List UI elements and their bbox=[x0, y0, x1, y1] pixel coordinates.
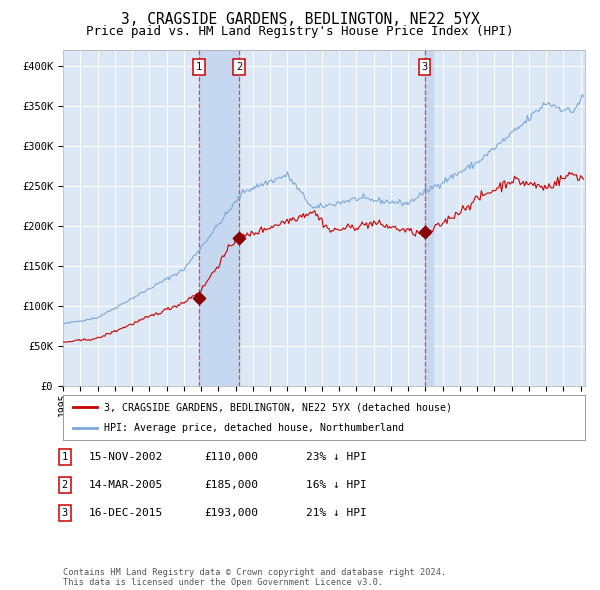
Text: Price paid vs. HM Land Registry's House Price Index (HPI): Price paid vs. HM Land Registry's House … bbox=[86, 25, 514, 38]
Text: 15-NOV-2002: 15-NOV-2002 bbox=[89, 453, 163, 462]
Text: Contains HM Land Registry data © Crown copyright and database right 2024.
This d: Contains HM Land Registry data © Crown c… bbox=[63, 568, 446, 587]
Bar bbox=[425, 50, 433, 386]
Text: 1: 1 bbox=[62, 453, 68, 462]
Text: 16% ↓ HPI: 16% ↓ HPI bbox=[306, 480, 367, 490]
Text: 3, CRAGSIDE GARDENS, BEDLINGTON, NE22 5YX (detached house): 3, CRAGSIDE GARDENS, BEDLINGTON, NE22 5Y… bbox=[104, 402, 452, 412]
Point bbox=[194, 294, 203, 303]
Text: £193,000: £193,000 bbox=[204, 508, 258, 517]
Text: 3: 3 bbox=[62, 508, 68, 517]
Text: 14-MAR-2005: 14-MAR-2005 bbox=[89, 480, 163, 490]
Text: 2: 2 bbox=[62, 480, 68, 490]
Text: 1: 1 bbox=[196, 62, 202, 72]
Text: HPI: Average price, detached house, Northumberland: HPI: Average price, detached house, Nort… bbox=[104, 422, 404, 432]
Text: 16-DEC-2015: 16-DEC-2015 bbox=[89, 508, 163, 517]
Text: 3, CRAGSIDE GARDENS, BEDLINGTON, NE22 5YX: 3, CRAGSIDE GARDENS, BEDLINGTON, NE22 5Y… bbox=[121, 12, 479, 27]
Text: 3: 3 bbox=[422, 62, 428, 72]
Point bbox=[420, 227, 430, 237]
Point bbox=[234, 234, 244, 243]
Text: £185,000: £185,000 bbox=[204, 480, 258, 490]
Bar bbox=[199, 50, 239, 386]
Text: £110,000: £110,000 bbox=[204, 453, 258, 462]
Text: 23% ↓ HPI: 23% ↓ HPI bbox=[306, 453, 367, 462]
Text: 2: 2 bbox=[236, 62, 242, 72]
Text: 21% ↓ HPI: 21% ↓ HPI bbox=[306, 508, 367, 517]
